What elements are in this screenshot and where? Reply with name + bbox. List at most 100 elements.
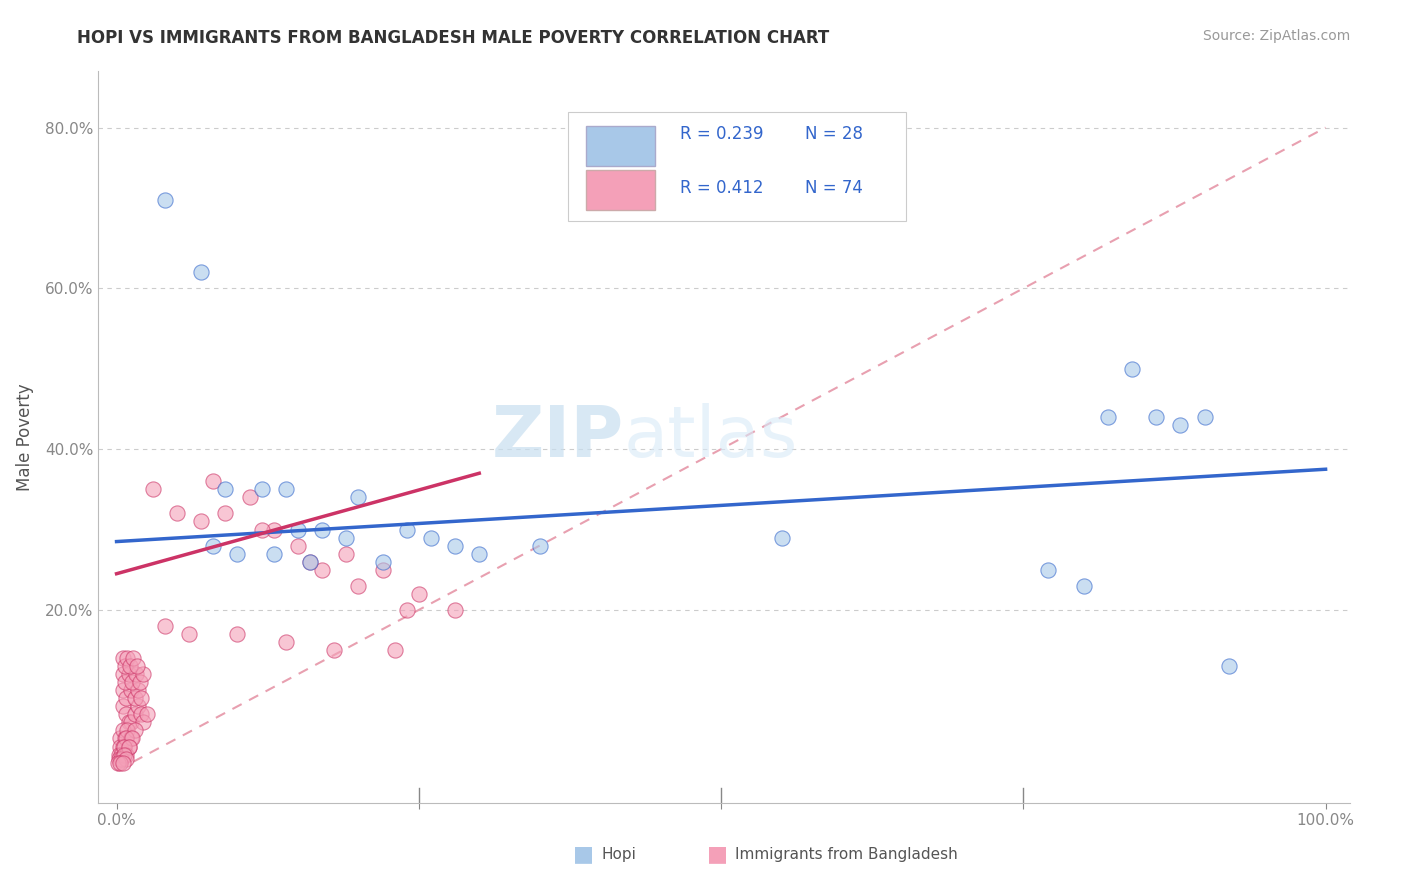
Point (238, 491, 260, 505)
Point (124, 707, 146, 722)
Point (108, 739, 131, 754)
Point (117, 739, 139, 754)
Point (121, 675, 143, 690)
Point (120, 731, 142, 746)
Point (444, 603, 467, 617)
Point (395, 523, 418, 537)
Point (1194, 409, 1216, 424)
Point (121, 731, 143, 746)
Point (135, 707, 157, 722)
Point (1170, 417, 1192, 432)
Point (298, 555, 321, 569)
Point (117, 651, 139, 665)
Point (117, 667, 139, 681)
Point (112, 739, 135, 754)
Point (166, 507, 188, 521)
Point (132, 715, 155, 730)
Point (311, 523, 333, 537)
Point (132, 667, 155, 681)
Point (263, 547, 285, 561)
Point (129, 691, 152, 706)
Point (111, 756, 134, 770)
Text: HOPI VS IMMIGRANTS FROM BANGLADESH MALE POVERTY CORRELATION CHART: HOPI VS IMMIGRANTS FROM BANGLADESH MALE … (77, 29, 830, 46)
Text: N = 28: N = 28 (806, 125, 863, 143)
Point (226, 547, 249, 561)
Point (1036, 563, 1059, 577)
Point (127, 683, 149, 698)
Point (110, 747, 132, 762)
Point (115, 707, 138, 722)
Point (117, 739, 139, 754)
Point (202, 539, 225, 553)
Point (263, 523, 285, 537)
FancyBboxPatch shape (568, 112, 905, 221)
Text: R = 0.412: R = 0.412 (681, 179, 763, 197)
Point (214, 483, 236, 497)
Point (127, 699, 149, 714)
Text: N = 74: N = 74 (806, 179, 863, 197)
Point (335, 547, 357, 561)
Point (108, 747, 131, 762)
Point (114, 675, 136, 690)
Point (117, 723, 139, 738)
Point (125, 667, 148, 681)
Point (274, 483, 297, 497)
Point (311, 563, 333, 577)
Point (371, 555, 394, 569)
Point (347, 491, 370, 505)
Point (120, 715, 142, 730)
Point (153, 619, 176, 633)
Point (111, 723, 134, 738)
Point (128, 675, 150, 690)
Point (529, 539, 551, 553)
Point (120, 683, 142, 698)
Point (770, 531, 793, 545)
Point (111, 651, 134, 665)
Point (115, 747, 138, 762)
Text: R = 0.239: R = 0.239 (681, 125, 763, 143)
Text: Immigrants from Bangladesh: Immigrants from Bangladesh (735, 847, 957, 862)
Point (1121, 361, 1143, 376)
Point (298, 555, 321, 569)
Point (1073, 579, 1095, 593)
Point (274, 635, 297, 649)
Point (129, 707, 152, 722)
Point (115, 751, 138, 765)
Point (408, 587, 430, 601)
FancyBboxPatch shape (586, 126, 655, 167)
Point (111, 683, 134, 698)
Point (177, 627, 200, 641)
Text: atlas: atlas (624, 402, 799, 472)
Point (323, 643, 346, 657)
Point (335, 531, 357, 545)
Point (111, 739, 134, 754)
Point (214, 507, 236, 521)
Point (190, 515, 212, 529)
Point (190, 265, 212, 279)
Text: Source: ZipAtlas.com: Source: ZipAtlas.com (1202, 29, 1350, 43)
Point (1144, 409, 1167, 424)
Point (107, 756, 129, 770)
Point (111, 667, 134, 681)
Point (287, 523, 309, 537)
Point (371, 563, 394, 577)
Point (419, 531, 441, 545)
Point (118, 659, 141, 673)
Point (114, 659, 136, 673)
Point (115, 731, 138, 746)
Point (108, 731, 131, 746)
Point (108, 756, 131, 770)
Point (250, 483, 273, 497)
FancyBboxPatch shape (586, 170, 655, 211)
Text: ZIP: ZIP (492, 402, 624, 472)
Point (115, 691, 138, 706)
Point (226, 627, 249, 641)
Point (444, 539, 467, 553)
Point (250, 523, 273, 537)
Point (124, 691, 146, 706)
Point (108, 751, 131, 765)
Point (122, 651, 145, 665)
Point (1218, 659, 1240, 673)
Text: ■: ■ (707, 845, 727, 864)
Point (287, 539, 309, 553)
